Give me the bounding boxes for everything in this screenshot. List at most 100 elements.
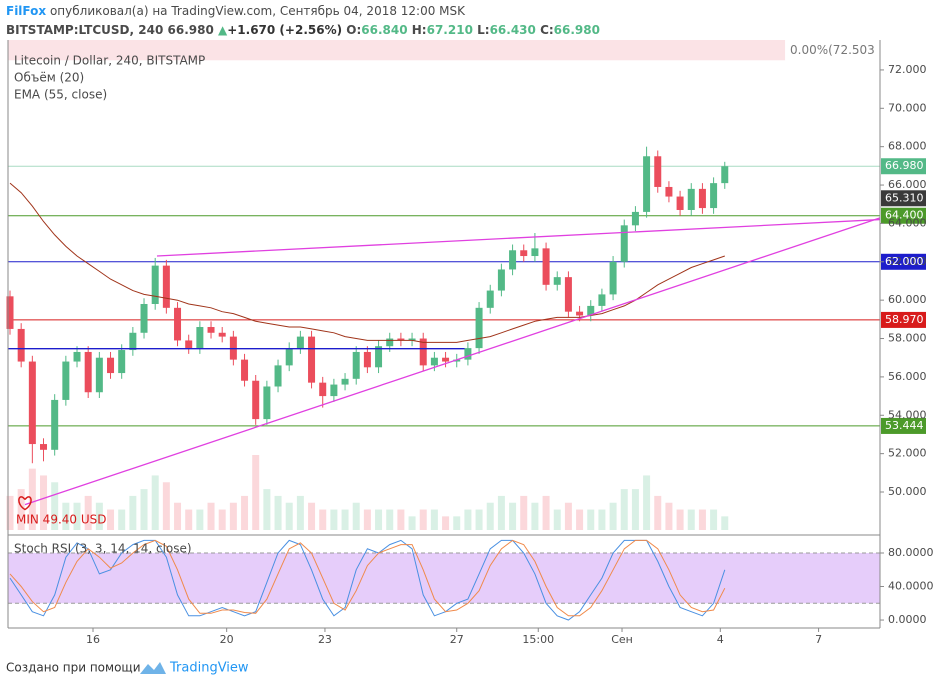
ema-line xyxy=(9,182,725,343)
volume-bar xyxy=(419,509,427,530)
volume-bar xyxy=(129,495,137,530)
candle-body xyxy=(140,303,148,333)
candle-body xyxy=(576,311,584,316)
y-tick-label: 52.000 xyxy=(888,447,927,460)
h-key: H: xyxy=(412,23,427,37)
trendline xyxy=(24,217,881,506)
volume-bar xyxy=(564,502,572,530)
volume-bar xyxy=(185,509,193,530)
volume-bar xyxy=(28,468,36,530)
candle-body xyxy=(73,351,81,362)
min-label: MIN 49.40 USD xyxy=(16,513,107,527)
o-key: O: xyxy=(346,23,361,37)
volume-bar xyxy=(665,502,673,530)
volume-bar xyxy=(73,502,81,530)
volume-bar xyxy=(408,516,416,530)
volume-bar xyxy=(107,509,115,530)
osc-line xyxy=(9,539,726,617)
volume-bar xyxy=(218,509,226,530)
candle-body xyxy=(531,248,539,257)
level-badge xyxy=(881,207,926,224)
candle-body xyxy=(676,196,684,210)
candle-body xyxy=(453,359,461,362)
volume-bar xyxy=(319,509,327,530)
x-tick-label: 23 xyxy=(318,633,332,646)
author: FilFox xyxy=(6,4,46,18)
x-tick-label: 15:00 xyxy=(522,633,554,646)
volume-bar xyxy=(296,495,304,530)
volume-bar xyxy=(710,509,718,530)
candle-body xyxy=(710,183,718,209)
value-badge xyxy=(881,190,926,207)
legend-symbol: Litecoin / Dollar, 240, BITSTAMP xyxy=(14,54,205,68)
candle-body xyxy=(520,250,528,257)
volume-bar xyxy=(676,509,684,530)
candle-body xyxy=(363,351,371,368)
volume-bar xyxy=(363,509,371,530)
volume-bar xyxy=(386,509,394,530)
volume-bar xyxy=(464,509,472,530)
y-tick-label: 60.000 xyxy=(888,293,927,306)
candle-body xyxy=(330,384,338,397)
volume-bar xyxy=(531,502,539,530)
volume-bar xyxy=(620,489,628,530)
min-marker xyxy=(18,496,32,511)
h-val: 67.210 xyxy=(427,23,473,37)
volume-bar xyxy=(643,475,651,530)
candle-body xyxy=(352,351,360,379)
last-price: 66.980 xyxy=(168,23,214,37)
candle-body xyxy=(162,265,170,308)
candle-body xyxy=(17,328,25,362)
candle-body xyxy=(62,361,70,400)
level-badge xyxy=(881,311,926,328)
candle-body xyxy=(464,348,472,360)
volume-bar xyxy=(95,502,103,530)
volume-bar xyxy=(721,516,729,530)
volume-bar xyxy=(486,502,494,530)
zone xyxy=(8,40,786,61)
last-price-badge xyxy=(881,158,926,175)
x-tick-label: 16 xyxy=(86,633,100,646)
candle-body xyxy=(497,269,505,291)
volume-bar xyxy=(51,482,59,530)
legend-ema: EMA (55, close) xyxy=(14,88,107,102)
candle-body xyxy=(84,351,92,393)
volume-bar xyxy=(442,516,450,530)
y-tick-label: 72.000 xyxy=(888,63,927,76)
oscillator-title: Stoch RSI (3, 3, 14, 14, close) xyxy=(14,542,192,556)
volume-bar xyxy=(274,495,282,530)
level-label: 58.970 xyxy=(885,313,924,326)
y-tick-label: 70.000 xyxy=(888,101,927,114)
volume-bar xyxy=(241,495,249,530)
value-label: 65.310 xyxy=(885,191,924,204)
volume-bar xyxy=(587,509,595,530)
candle-body xyxy=(430,357,438,366)
y-tick-label: 66.000 xyxy=(888,178,927,191)
footer-brand[interactable]: TradingView xyxy=(169,661,249,676)
x-tick-label: 4 xyxy=(717,633,724,646)
volume-bar xyxy=(631,489,639,530)
y-tick-label: 64.000 xyxy=(888,216,927,229)
candle-body xyxy=(408,338,416,341)
candle-body xyxy=(665,186,673,197)
osc-tick-label: 80.0000 xyxy=(888,546,934,559)
candle-body xyxy=(386,338,394,347)
volume-bar xyxy=(654,495,662,530)
volume-bar xyxy=(285,502,293,530)
volume-bar xyxy=(375,509,383,530)
tv-logo[interactable] xyxy=(140,662,166,674)
volume-bar xyxy=(62,502,70,530)
candle-body xyxy=(598,294,606,306)
level-label: 64.400 xyxy=(885,209,924,222)
candle-body xyxy=(419,338,427,366)
symbol: BITSTAMP:LTCUSD, 240 xyxy=(6,23,163,37)
volume-bar xyxy=(397,509,405,530)
l-val: 66.430 xyxy=(490,23,536,37)
volume-bar xyxy=(475,509,483,530)
volume-bar xyxy=(542,495,550,530)
volume-bar xyxy=(118,509,126,530)
trendline xyxy=(156,218,881,257)
plot xyxy=(6,40,926,621)
volume-bar xyxy=(576,509,584,530)
